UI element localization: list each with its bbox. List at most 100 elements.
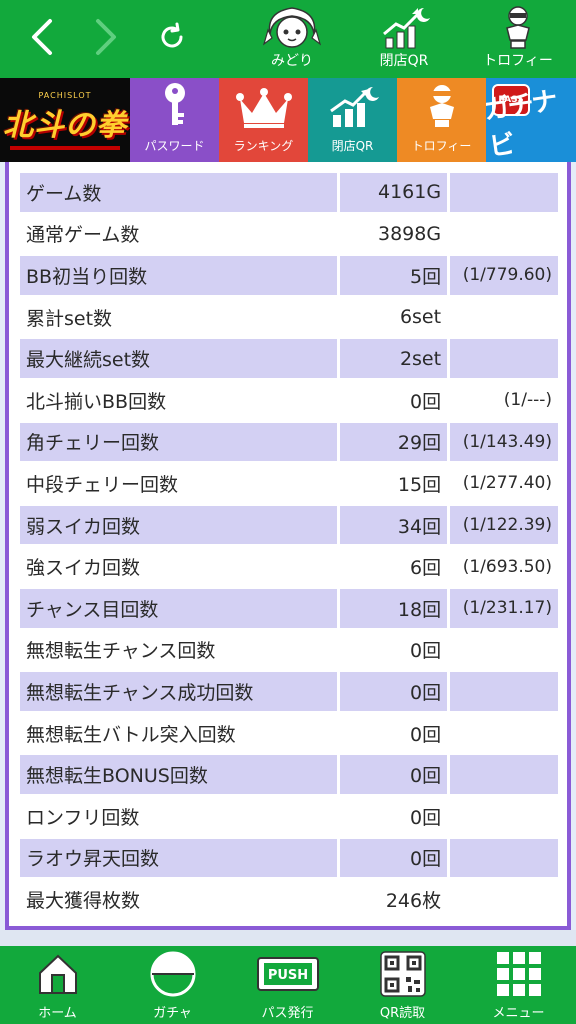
stat-value: 6回	[339, 547, 448, 586]
stats-row: 無想転生バトル突入回数 0回	[20, 713, 558, 753]
stat-ratio	[450, 630, 558, 670]
stat-ratio: (1/779.60)	[450, 256, 558, 295]
back-button[interactable]	[12, 0, 72, 78]
stat-value: 0回	[339, 630, 448, 670]
stats-table: ゲーム数 4161G 通常ゲーム数 3898G BB初当り回数 5回 (1/779.60) 累…	[17, 170, 561, 922]
stat-label: 弱スイカ回数	[20, 505, 337, 545]
pass-issue-button[interactable]: PUSH パス発行	[230, 946, 345, 1024]
stat-ratio	[450, 214, 558, 254]
bottom-navigation-bar: ホーム ガチャ PUSH パス発行	[0, 946, 576, 1024]
menu-button[interactable]: メニュー	[461, 946, 576, 1024]
stat-ratio	[450, 755, 558, 794]
category-bar: PACHISLOT 北斗の拳 パスワード ランキング	[0, 78, 576, 162]
stat-ratio	[450, 713, 558, 753]
stats-row: BB初当り回数 5回 (1/779.60)	[20, 256, 558, 295]
stat-label: チャンス目回数	[20, 588, 337, 628]
stats-row: 無想転生チャンス成功回数 0回	[20, 672, 558, 711]
stat-ratio: (1/277.40)	[450, 464, 558, 503]
stat-ratio	[450, 838, 558, 878]
stat-value: 0回	[339, 672, 448, 711]
closing-qr-label: 閉店QR	[379, 53, 429, 69]
stat-ratio: (1/---)	[450, 380, 558, 420]
category-closing-qr-label: 閉店QR	[331, 139, 374, 153]
stat-label: 最大継続set数	[20, 339, 337, 378]
stats-row: チャンス目回数 18回 (1/231.17)	[20, 588, 558, 628]
gachinavi-banner[interactable]: PASS ガチナビ	[486, 78, 576, 162]
stats-row: ラオウ昇天回数 0回	[20, 838, 558, 878]
chevron-right-icon	[94, 17, 118, 61]
stat-label: 中段チェリー回数	[20, 464, 337, 503]
stat-label: 最大獲得枚数	[20, 880, 337, 919]
trophy-button[interactable]: トロフィー	[470, 0, 566, 78]
stat-ratio: (1/231.17)	[450, 588, 558, 628]
home-label: ホーム	[38, 1006, 77, 1021]
gacha-button[interactable]: ガチャ	[115, 946, 230, 1024]
stat-value: 0回	[339, 380, 448, 420]
menu-label: メニュー	[492, 1006, 545, 1021]
home-icon	[36, 946, 80, 1002]
qr-read-button[interactable]: QR読取	[345, 946, 460, 1024]
stat-ratio	[450, 173, 558, 212]
stats-row: 角チェリー回数 29回 (1/143.49)	[20, 422, 558, 462]
qr-read-label: QR読取	[379, 1006, 426, 1021]
category-closing-qr[interactable]: 閉店QR	[308, 78, 397, 162]
chart-moon-icon	[374, 0, 434, 50]
midori-button[interactable]: みどり	[244, 0, 340, 78]
stat-value: 15回	[339, 464, 448, 503]
stats-row: ロンフリ回数 0回	[20, 796, 558, 836]
logo-small-text: PACHISLOT	[38, 90, 92, 100]
pass-issue-label: パス発行	[261, 1006, 314, 1021]
character-face-icon	[262, 0, 322, 50]
trophy-figure-icon	[420, 83, 464, 133]
stat-value: 5回	[339, 256, 448, 295]
pass-badge: PASS	[492, 84, 530, 116]
gachinavi-text: ガチナビ	[486, 86, 558, 162]
stats-row: 最大獲得枚数 246枚	[20, 880, 558, 919]
stat-ratio	[450, 339, 558, 378]
trophy-label: トロフィー	[483, 53, 553, 69]
content-footer-band	[0, 930, 576, 946]
stats-row: 北斗揃いBB回数 0回 (1/---)	[20, 380, 558, 420]
stat-value: 4161G	[339, 173, 448, 212]
panel-top-strip	[9, 162, 567, 170]
stat-value: 0回	[339, 755, 448, 794]
stats-row: 無想転生BONUS回数 0回	[20, 755, 558, 794]
crown-icon	[235, 87, 292, 133]
closing-qr-button[interactable]: 閉店QR	[356, 0, 452, 78]
stat-value: 0回	[339, 838, 448, 878]
stats-row: 弱スイカ回数 34回 (1/122.39)	[20, 505, 558, 545]
category-ranking-label: ランキング	[233, 139, 294, 153]
chart-moon-icon	[325, 85, 381, 133]
chevron-left-icon	[30, 17, 54, 61]
stat-value: 18回	[339, 588, 448, 628]
category-ranking[interactable]: ランキング	[219, 78, 308, 162]
stat-value: 6set	[339, 297, 448, 337]
stat-label: ゲーム数	[20, 173, 337, 212]
stat-label: 無想転生チャンス成功回数	[20, 672, 337, 711]
stat-ratio: (1/122.39)	[450, 505, 558, 545]
home-button[interactable]: ホーム	[0, 946, 115, 1024]
hokuto-logo[interactable]: PACHISLOT 北斗の拳	[0, 78, 130, 162]
category-trophy-label: トロフィー	[411, 139, 472, 153]
stat-ratio: (1/143.49)	[450, 422, 558, 462]
forward-button[interactable]	[76, 0, 136, 78]
stat-ratio	[450, 297, 558, 337]
key-icon	[160, 81, 190, 133]
logo-underline	[10, 145, 120, 150]
top-navigation-bar: みどり 閉店QR トロフィー	[0, 0, 576, 78]
stat-label: 累計set数	[20, 297, 337, 337]
stat-label: 無想転生バトル突入回数	[20, 713, 337, 753]
category-password[interactable]: パスワード	[130, 78, 219, 162]
stats-row: 累計set数 6set	[20, 297, 558, 337]
stat-label: ロンフリ回数	[20, 796, 337, 836]
category-trophy[interactable]: トロフィー	[397, 78, 486, 162]
reload-button[interactable]	[142, 0, 202, 78]
stat-ratio: (1/693.50)	[450, 547, 558, 586]
gacha-ball-icon	[148, 946, 198, 1002]
stat-value: 0回	[339, 796, 448, 836]
category-password-label: パスワード	[144, 139, 205, 153]
stat-label: BB初当り回数	[20, 256, 337, 295]
logo-title: 北斗の拳	[3, 107, 127, 143]
stats-row: 通常ゲーム数 3898G	[20, 214, 558, 254]
stats-panel: ゲーム数 4161G 通常ゲーム数 3898G BB初当り回数 5回 (1/779.60) 累…	[5, 162, 571, 930]
